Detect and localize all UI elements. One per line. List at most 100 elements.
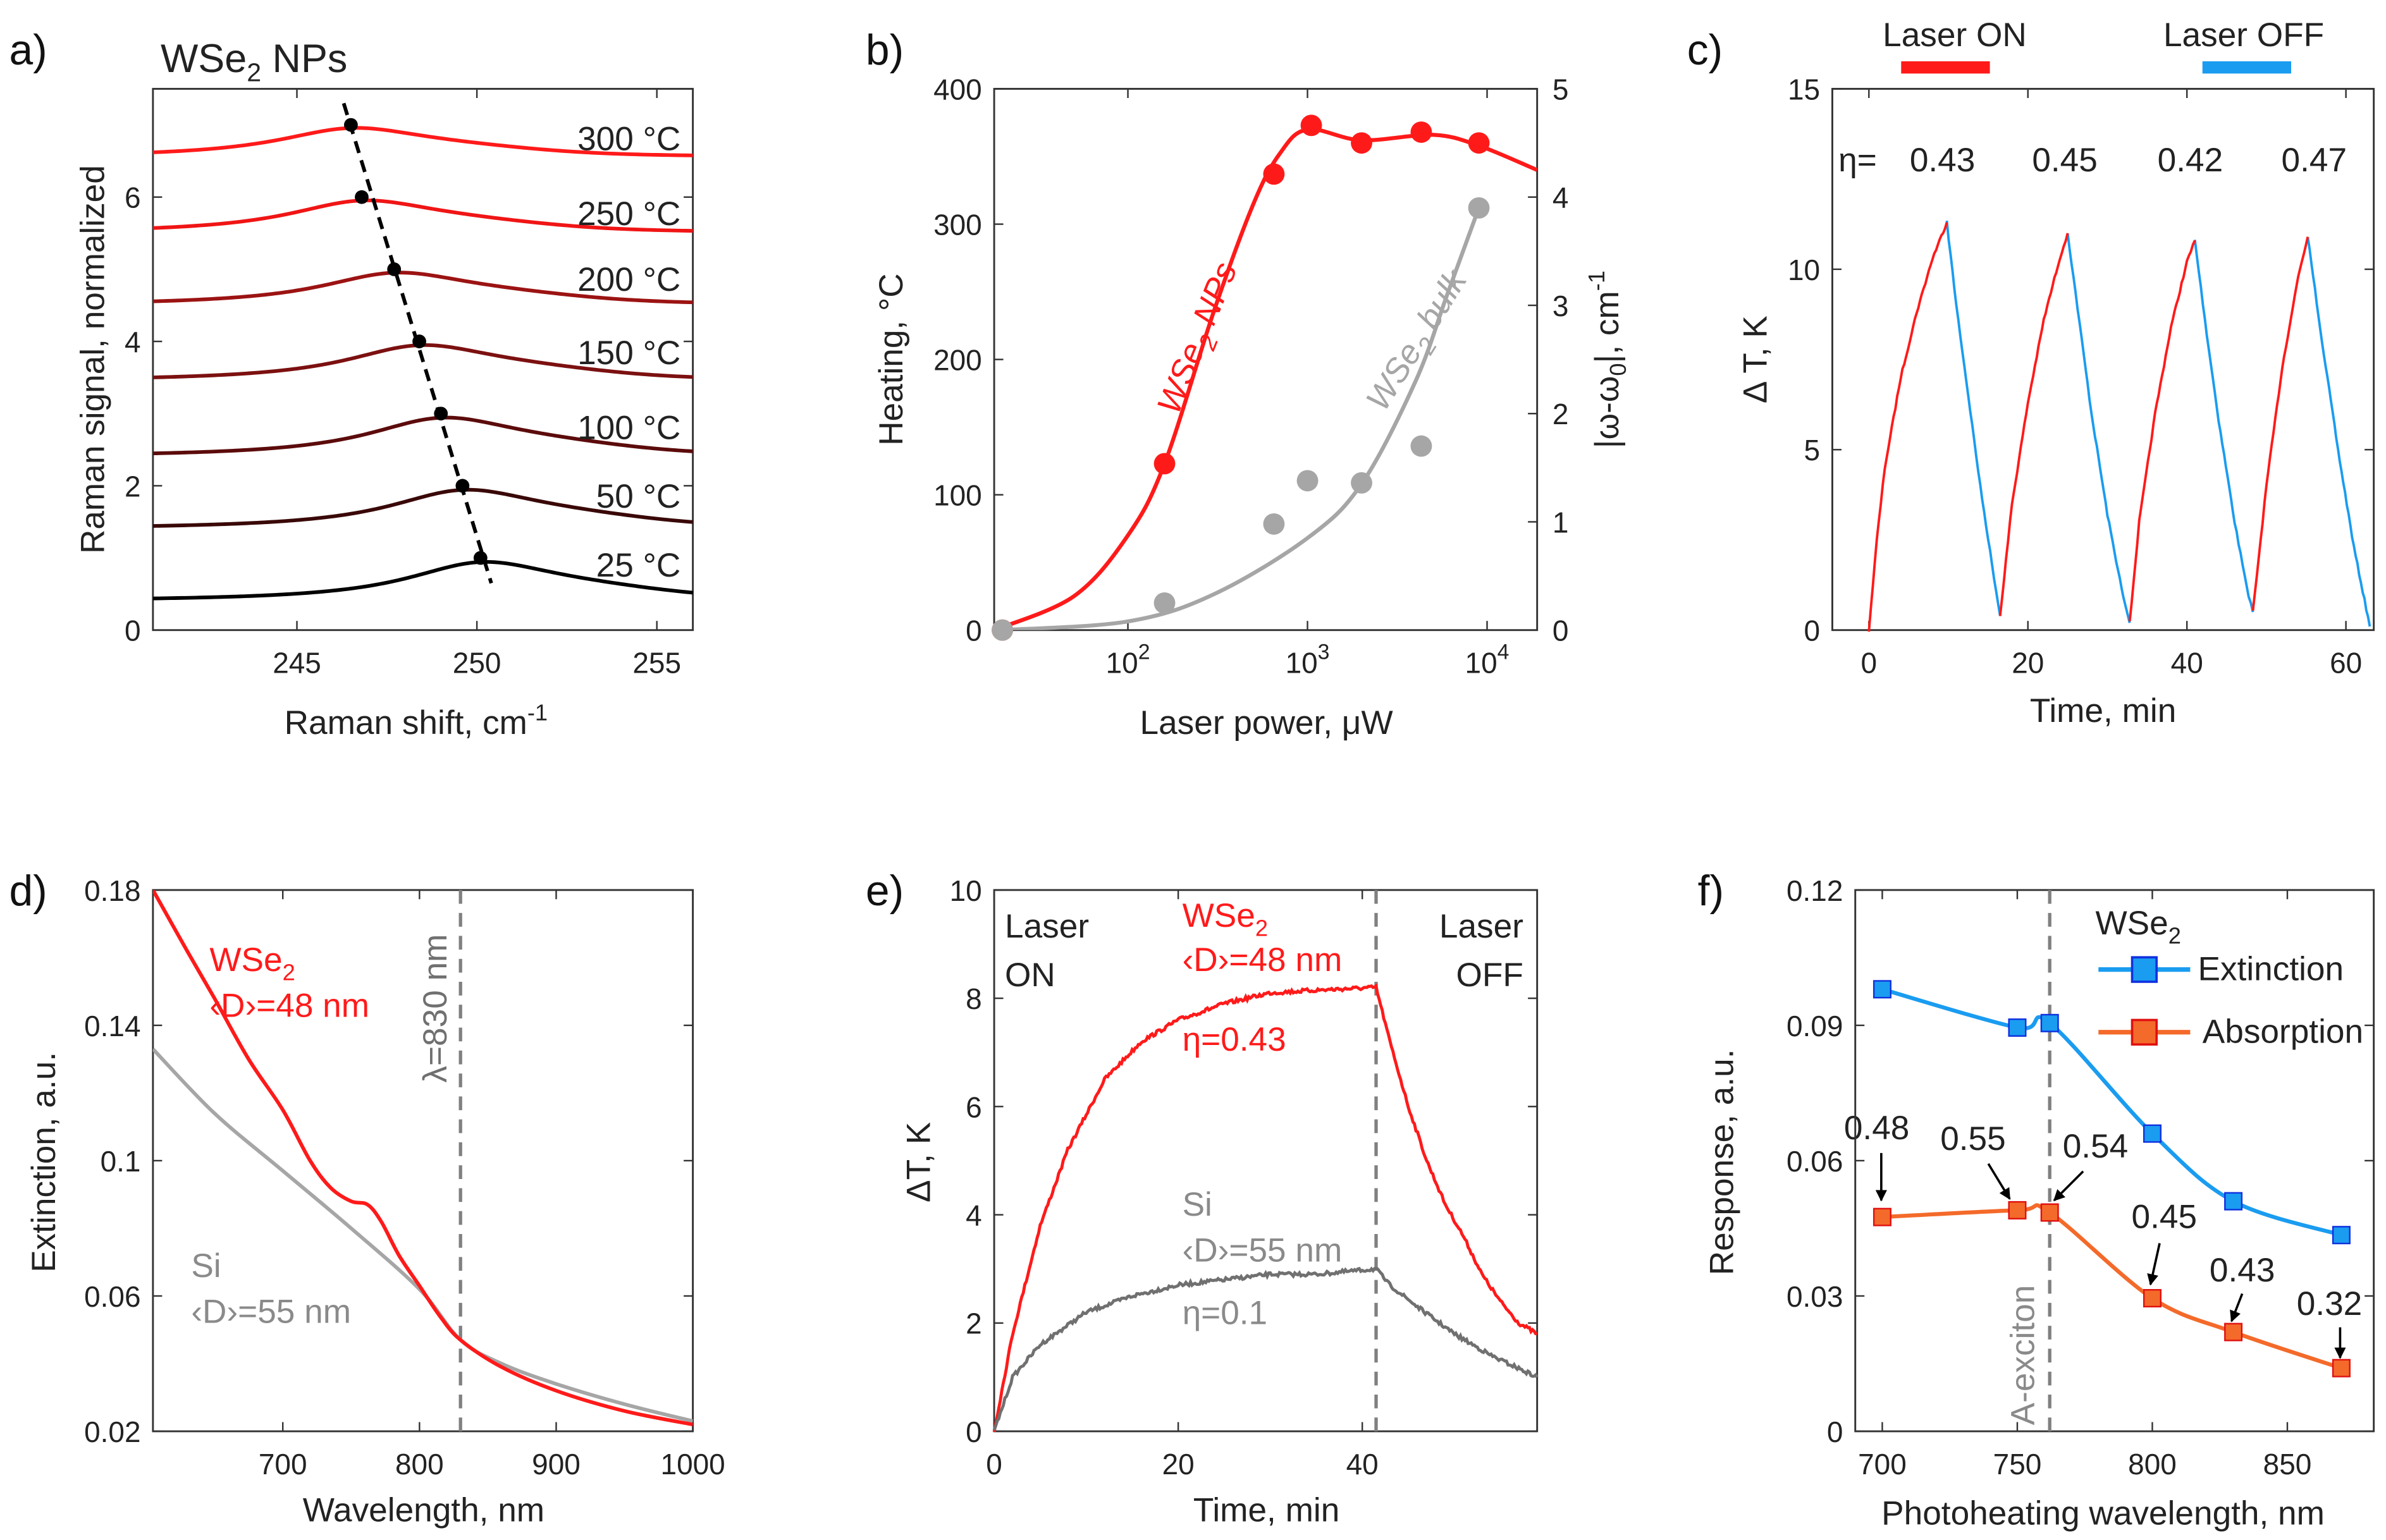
y-tick-label: 0	[125, 614, 141, 647]
data-point	[1153, 592, 1176, 614]
x-tick-label: 0	[1861, 646, 1878, 679]
legend-extinction: Extinction	[2198, 951, 2344, 988]
plot-e: 0 20 40 0 2 4 6 8 10	[950, 874, 1539, 1481]
laser-off-trace	[2066, 233, 2131, 623]
y-tick-label: 0.06	[1786, 1145, 1843, 1178]
data-point	[1410, 435, 1432, 457]
annotation-arrow	[2230, 1293, 2244, 1323]
annotations: 0.48 0.55 0.54 0.45 0.43 0.32	[1844, 1109, 2363, 1359]
temperature-label: 100 °C	[577, 409, 680, 446]
peak-point	[455, 479, 470, 493]
x-tick-label: 250	[453, 646, 501, 679]
series-label-wse2: WSe2	[209, 941, 295, 986]
data-point	[2143, 1124, 2162, 1143]
legend-title-main: WSe	[2095, 905, 2168, 942]
series-label-rest: NPs	[1183, 257, 1245, 339]
data-point	[2008, 1018, 2027, 1037]
plot-d: 700 800 900 1000 0.02 0.06 0.1 0.14 0.18	[84, 874, 725, 1481]
spectrum-line	[152, 1048, 693, 1423]
x-tick-label: 0	[986, 1448, 1002, 1481]
y-tick-label: 0.06	[84, 1280, 140, 1313]
data-point	[1873, 980, 1891, 999]
y-tick-label: 0.14	[84, 1010, 140, 1042]
eta-wse2: η=0.43	[1183, 1021, 1286, 1058]
y-tick-label: 300	[933, 208, 982, 241]
y-tick-label: 200	[933, 344, 982, 377]
x-axis-label: Laser power, μW	[1140, 704, 1394, 742]
y-tick-label: 15	[1788, 73, 1820, 106]
eta-si: η=0.1	[1183, 1295, 1268, 1332]
x-tick-label: 245	[273, 646, 321, 679]
x-axis-label: Time, min	[1193, 1492, 1339, 1529]
series-label-main: WSe	[209, 941, 282, 979]
legend-swatch-off	[2202, 61, 2292, 74]
x-axis-label: Time, min	[2030, 692, 2176, 730]
y2-tick-label: 3	[1553, 290, 1569, 322]
eta-value: 0.42	[2158, 142, 2223, 179]
x-tick-label: 900	[532, 1448, 581, 1481]
y-tick-label: 0.03	[1786, 1280, 1843, 1313]
x-tick-label: 850	[2263, 1448, 2312, 1481]
laser-on-label: ON	[1005, 956, 1055, 994]
annotation-eta: 0.54	[2063, 1128, 2129, 1165]
axes-box	[993, 889, 1539, 1433]
series-size-si: ‹D›=55 nm	[191, 1293, 351, 1330]
y-tick-label: 2	[966, 1307, 982, 1340]
data-point	[1296, 470, 1319, 492]
data-point	[1873, 1207, 1891, 1226]
series-label-si: Si	[191, 1247, 221, 1285]
y-tick-label: 0.12	[1786, 874, 1843, 907]
fit-curve	[1002, 207, 1481, 630]
y-tick-label: 4	[125, 326, 141, 358]
annotation-eta: 0.45	[2132, 1198, 2198, 1235]
laser-off-trace	[2306, 236, 2371, 627]
temperature-label: 300 °C	[577, 120, 680, 157]
y2-tick-label: 1	[1553, 506, 1569, 539]
x-tick-label: 700	[1858, 1448, 1907, 1481]
y-tick-label: 6	[966, 1091, 982, 1123]
y2-label-b: |, cm	[1589, 291, 1626, 363]
panel-label: f)	[1698, 867, 1724, 915]
x-tick-label: 255	[632, 646, 681, 679]
annotation-arrow	[2053, 1170, 2084, 1202]
x-tick-label: 104	[1465, 640, 1510, 680]
spectrum-line	[152, 487, 693, 528]
x-tick-label: 1000	[661, 1448, 725, 1481]
x-tick-label: 102	[1106, 640, 1150, 680]
panel-label: a)	[9, 27, 47, 74]
y-tick-label: 0	[966, 1415, 982, 1448]
spectrum-line	[152, 415, 693, 456]
y-tick-label: 4	[966, 1199, 982, 1231]
y-axis-label: ΔT, K	[901, 1122, 938, 1202]
laser-on-trace	[2251, 236, 2309, 611]
eta-value: 0.47	[2282, 142, 2347, 179]
legend-laser-off: Laser OFF	[2163, 16, 2324, 54]
eta-prefix: η=	[1838, 142, 1877, 179]
data-point	[1468, 132, 1490, 154]
y-tick-label: 0.1	[101, 1145, 141, 1178]
series-label-bulk: WSe2 bulk	[1359, 262, 1481, 421]
temperature-label: 150 °C	[577, 334, 680, 372]
panel-d: d) Extinction, a.u. Wavelength, nm WSe2 …	[9, 867, 545, 1529]
plot-c: 0 20 40 60 0 5 10 15	[1788, 73, 2375, 679]
series-label-sub: 2	[1255, 915, 1268, 941]
annotation-eta: 0.55	[1940, 1120, 2006, 1158]
panel-f: f) Response, a.u. Photoheating wavelengt…	[1698, 867, 2363, 1532]
data-point	[1468, 197, 1490, 219]
data-point	[1351, 132, 1372, 154]
y-tick-label: 6	[125, 181, 141, 214]
x-axis-label: Wavelength, nm	[303, 1492, 544, 1529]
data-point	[2040, 1203, 2059, 1222]
y-tick-label: 10	[950, 874, 982, 907]
spectrum-line	[152, 126, 693, 157]
y2-tick-label: 2	[1553, 398, 1569, 431]
chart-title: WSe2 NPs	[161, 37, 347, 87]
annotation-eta: 0.32	[2297, 1285, 2363, 1323]
data-point	[2332, 1226, 2351, 1245]
y2-tick-label: 5	[1553, 73, 1569, 106]
spectrum-line	[152, 559, 693, 601]
y-axis-label: Extinction, a.u.	[25, 1052, 63, 1273]
annotation-eta: 0.43	[2210, 1252, 2275, 1289]
laser-on-trace	[2128, 240, 2196, 621]
